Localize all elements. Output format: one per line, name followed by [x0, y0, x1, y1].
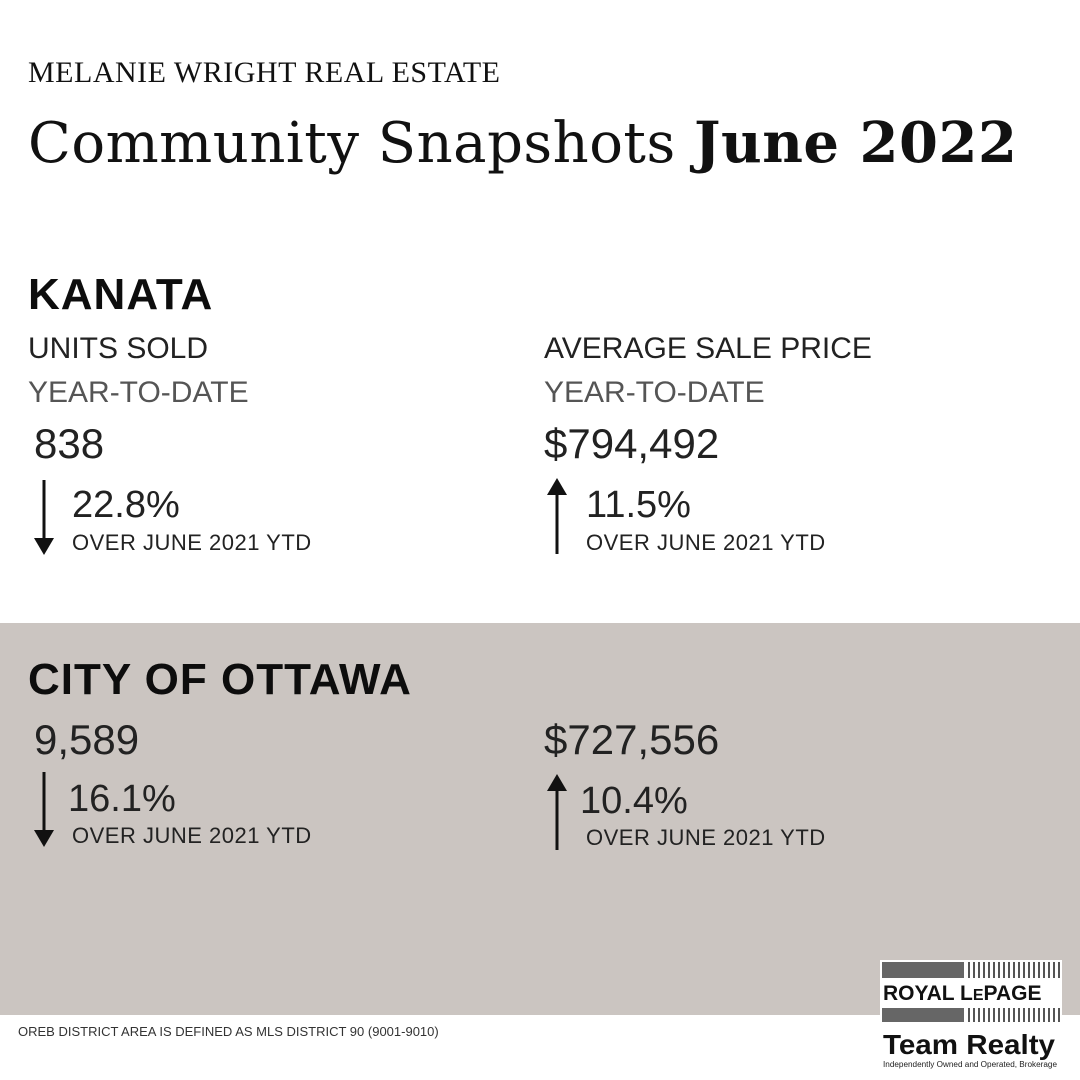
ottawa-price-compare: OVER JUNE 2021 YTD	[586, 825, 826, 850]
kanata-price-label: AVERAGE SALE PRICE	[544, 332, 872, 365]
title-regular: Community Snapshots	[28, 111, 676, 176]
kanata-units-compare: OVER JUNE 2021 YTD	[72, 530, 312, 555]
ottawa-heading: CITY OF OTTAWA	[28, 655, 412, 704]
arrow-down-icon	[34, 480, 54, 555]
kanata-units-value: 838	[34, 420, 105, 467]
ottawa-panel	[0, 623, 1080, 1015]
kanata-heading: KANATA	[28, 270, 214, 319]
kanata-units-label: UNITS SOLD	[28, 332, 209, 365]
kanata-price-value: $794,492	[544, 420, 720, 467]
ottawa-units-value: 9,589	[34, 716, 140, 763]
arrow-down-icon	[34, 772, 54, 847]
kanata-price-period: YEAR-TO-DATE	[544, 376, 765, 409]
ottawa-price-value: $727,556	[544, 716, 720, 763]
page-title: Community Snapshots June 2022	[28, 110, 1017, 176]
svg-text:Independently Owned and Operat: Independently Owned and Operated, Broker…	[883, 1060, 1058, 1069]
footnote: OREB DISTRICT AREA IS DEFINED AS MLS DIS…	[18, 1024, 439, 1039]
title-date: June 2022	[694, 110, 1018, 176]
ottawa-units-change: 16.1%	[68, 778, 176, 820]
ottawa-units-compare: OVER JUNE 2021 YTD	[72, 823, 312, 848]
kanata-price-change: 11.5%	[586, 484, 691, 526]
royal-lepage-logo: ROYAL LEPAGE Team Realty Independently O…	[880, 960, 1062, 1072]
kanata-units-change: 22.8%	[72, 484, 180, 526]
svg-text:Team Realty: Team Realty	[883, 1029, 1055, 1060]
brand-name: MELANIE WRIGHT REAL ESTATE	[28, 56, 501, 89]
arrow-up-icon	[547, 478, 567, 554]
kanata-units-period: YEAR-TO-DATE	[28, 376, 249, 409]
arrow-up-icon	[547, 774, 567, 850]
svg-text:ROYAL LEPAGE: ROYAL LEPAGE	[883, 982, 1042, 1005]
kanata-price-compare: OVER JUNE 2021 YTD	[586, 530, 826, 555]
ottawa-price-change: 10.4%	[580, 780, 688, 822]
